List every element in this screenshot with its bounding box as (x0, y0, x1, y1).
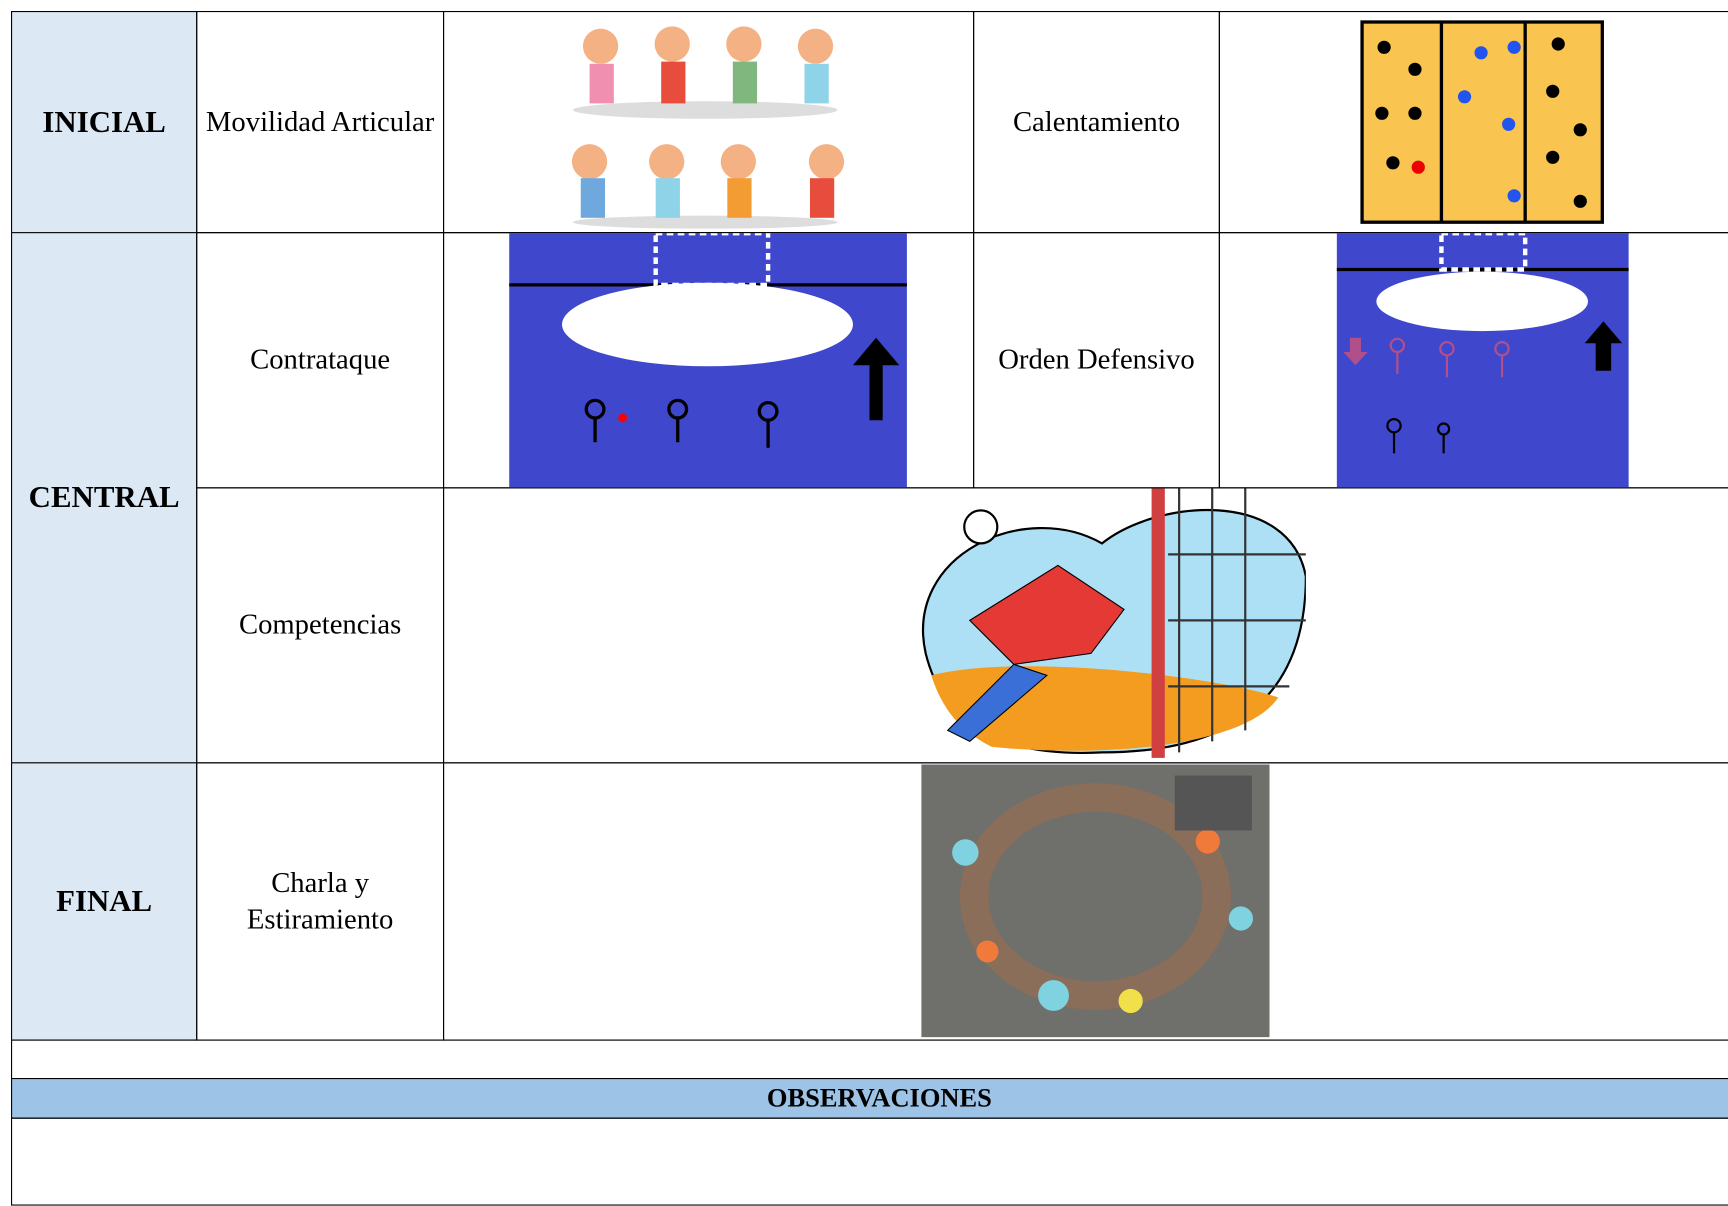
stage-cell: CENTRAL (11, 232, 198, 764)
section-title: OBSERVACIONES (766, 1084, 992, 1113)
stage-label: INICIAL (42, 105, 166, 140)
handball-illustration (922, 488, 1306, 758)
stage-cell: INICIAL (11, 11, 198, 234)
court-diagram (1360, 20, 1604, 224)
activity-label: Competencias (238, 608, 402, 641)
activity-cell: Charla y Estiramiento (196, 762, 445, 1041)
activity-cell: Orden Defensivo (973, 232, 1220, 489)
activity-cell: Calentamiento (973, 11, 1220, 234)
empty-row (11, 1039, 1728, 1080)
activity-cell: Competencias (196, 487, 445, 764)
group-photo (921, 764, 1270, 1038)
activity-label: Movilidad Articular (205, 105, 435, 138)
activity-label: Charla y Estiramiento (246, 866, 394, 935)
counterattack-diagram (509, 233, 907, 488)
stage-cell: FINAL (11, 762, 198, 1041)
activity-cell: Movilidad Articular (196, 11, 445, 234)
section-header: OBSERVACIONES (11, 1078, 1728, 1119)
defense-diagram (1336, 233, 1629, 488)
observations-body (11, 1117, 1728, 1206)
activity-cell: Contrataque (196, 232, 445, 489)
activity-label: Calentamiento (1012, 105, 1181, 138)
stage-label: FINAL (56, 884, 153, 919)
stage-label: CENTRAL (28, 480, 180, 515)
stretching-illustration (571, 26, 845, 229)
activity-label: Contrataque (250, 343, 391, 376)
activity-label: Orden Defensivo (998, 343, 1195, 376)
